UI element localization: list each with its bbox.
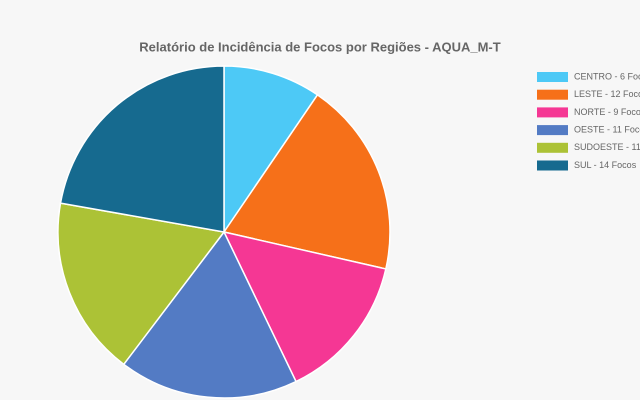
legend-label[interactable]: NORTE - 9 Focos [574,107,640,117]
chart-title: Relatório de Incidência de Focos por Reg… [139,39,500,54]
legend-label[interactable]: OESTE - 11 Focos [574,124,640,134]
legend-swatch[interactable] [537,125,568,136]
legend-label[interactable]: SUL - 14 Focos [574,160,637,170]
legend-label[interactable]: CENTRO - 6 Focos [574,71,640,81]
pie-slice [57,202,226,366]
legend-swatch[interactable] [537,142,568,153]
pie-slice [122,230,298,399]
legend-swatch[interactable] [537,107,568,118]
legend-swatch[interactable] [537,160,568,171]
pie-slice [59,65,225,233]
legend-swatch[interactable] [537,72,568,82]
pie-slice [222,93,391,270]
legend-label[interactable]: LESTE - 12 Focos [574,89,640,99]
pie-slice [223,65,319,235]
legend-swatch[interactable] [537,89,568,100]
legend-label[interactable]: SUDOESTE - 11 Focos [574,142,640,152]
pie-slice [222,230,387,383]
